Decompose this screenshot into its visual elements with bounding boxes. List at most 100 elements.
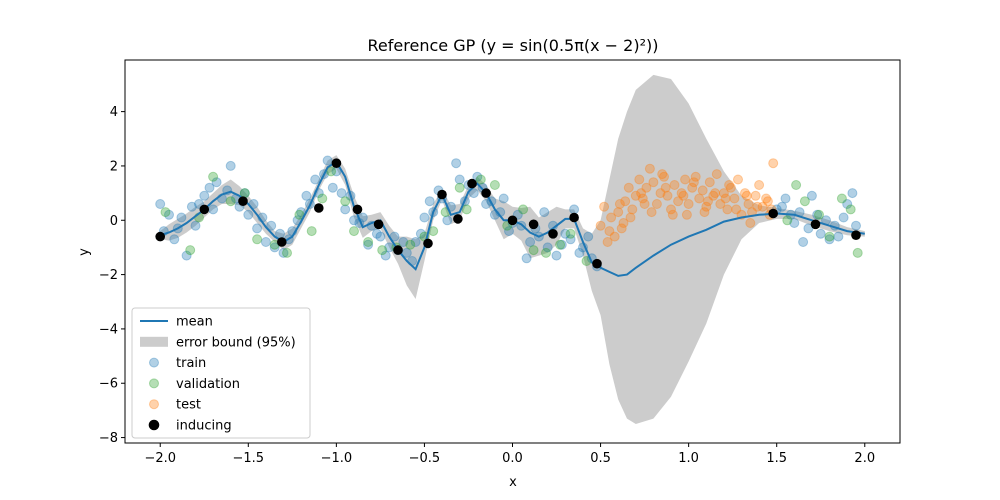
validation-point xyxy=(845,204,856,215)
test-point xyxy=(761,193,772,204)
train-point xyxy=(349,215,359,226)
test-point xyxy=(694,193,705,204)
train-point xyxy=(327,182,338,193)
test-point xyxy=(627,204,638,215)
test-point xyxy=(715,199,726,209)
train-point xyxy=(401,247,412,258)
x-axis-label: x xyxy=(509,475,517,490)
test-point xyxy=(659,171,669,182)
train-point xyxy=(208,204,219,215)
x-tick-label: 2.0 xyxy=(854,451,875,466)
test-point xyxy=(757,201,768,212)
legend-marker-swatch xyxy=(149,378,159,389)
test-point xyxy=(630,190,641,201)
train-point xyxy=(260,237,271,247)
train-point xyxy=(504,226,514,237)
train-point xyxy=(363,239,374,250)
train-point xyxy=(371,228,382,239)
train-point xyxy=(833,231,844,242)
legend-patch-swatch xyxy=(140,336,168,347)
train-point xyxy=(565,234,576,245)
validation-point xyxy=(160,207,171,218)
inducing-point xyxy=(199,204,210,215)
train-point xyxy=(336,188,347,199)
validation-point xyxy=(185,245,196,256)
validation-point xyxy=(528,245,539,256)
train-point xyxy=(574,247,585,258)
legend-item-validation: validation xyxy=(149,377,240,392)
validation-point xyxy=(282,247,292,258)
train-point xyxy=(842,199,853,209)
test-point xyxy=(602,237,613,247)
test-point xyxy=(741,190,752,201)
legend-label: error bound (95%) xyxy=(176,335,296,350)
train-point xyxy=(375,231,386,242)
legend-item-error: error bound (95%) xyxy=(140,335,296,350)
train-point xyxy=(803,223,814,234)
test-point xyxy=(720,193,731,204)
validation-point xyxy=(239,188,250,199)
validation-point xyxy=(317,193,328,204)
y-tick-label: 0 xyxy=(110,214,118,229)
test-point xyxy=(669,180,680,190)
test-point xyxy=(740,188,750,199)
test-point xyxy=(613,207,624,218)
x-tick-label: 0.5 xyxy=(590,451,611,466)
y-tick-label: −4 xyxy=(99,322,118,337)
train-point xyxy=(454,174,465,185)
test-point xyxy=(750,190,761,201)
legend-label: inducing xyxy=(176,419,232,434)
plot-area: −2.0 −1.5 −1.0 −0.5 0.0 0.5 1.0 1.5 2.0 −8 −6 −4 −2 0… xyxy=(99,59,901,466)
train-point xyxy=(398,237,409,247)
test-point xyxy=(604,226,615,237)
train-point xyxy=(380,250,391,261)
inducing-point xyxy=(352,204,363,215)
train-point xyxy=(419,212,430,223)
test-point xyxy=(762,196,773,207)
train-point xyxy=(789,218,800,228)
train-point xyxy=(521,253,532,264)
inducing-point xyxy=(507,215,518,226)
legend-box xyxy=(131,307,311,439)
test-point xyxy=(678,190,689,201)
train-point xyxy=(525,237,536,247)
y-tick-label: −8 xyxy=(99,431,118,446)
test-point xyxy=(646,207,657,218)
train-point xyxy=(780,193,791,204)
validation-point xyxy=(306,226,317,237)
train-point xyxy=(472,171,483,182)
train-point xyxy=(211,177,222,188)
validation-point xyxy=(555,239,566,250)
train-point xyxy=(384,242,395,253)
validation-point xyxy=(565,228,576,239)
test-point xyxy=(701,201,712,212)
inducing-point xyxy=(423,238,433,249)
test-point xyxy=(681,209,692,220)
test-point xyxy=(697,185,708,196)
test-point xyxy=(729,193,740,204)
train-point xyxy=(310,174,321,185)
test-point xyxy=(745,218,756,228)
test-point xyxy=(623,182,634,193)
train-point xyxy=(806,190,817,201)
test-point xyxy=(676,188,687,199)
test-point xyxy=(662,190,673,201)
x-tick-label: 0.0 xyxy=(502,451,523,466)
train-point xyxy=(838,212,849,223)
test-point xyxy=(683,199,694,209)
train-point xyxy=(181,250,192,261)
legend: mean error bound (95%) train validation test… xyxy=(131,307,311,439)
x-tick-label: 1.0 xyxy=(678,451,699,466)
validation-point xyxy=(377,245,388,256)
train-point xyxy=(824,234,835,245)
x-tick-label: −0.5 xyxy=(409,451,441,466)
train-point xyxy=(301,190,312,201)
y-tick-label: −2 xyxy=(99,268,118,283)
train-point xyxy=(851,220,861,231)
train-point xyxy=(481,199,492,209)
x-tick-label: −1.0 xyxy=(321,451,353,466)
test-point xyxy=(625,212,636,223)
validation-point xyxy=(814,209,824,220)
legend-label: test xyxy=(176,398,201,413)
